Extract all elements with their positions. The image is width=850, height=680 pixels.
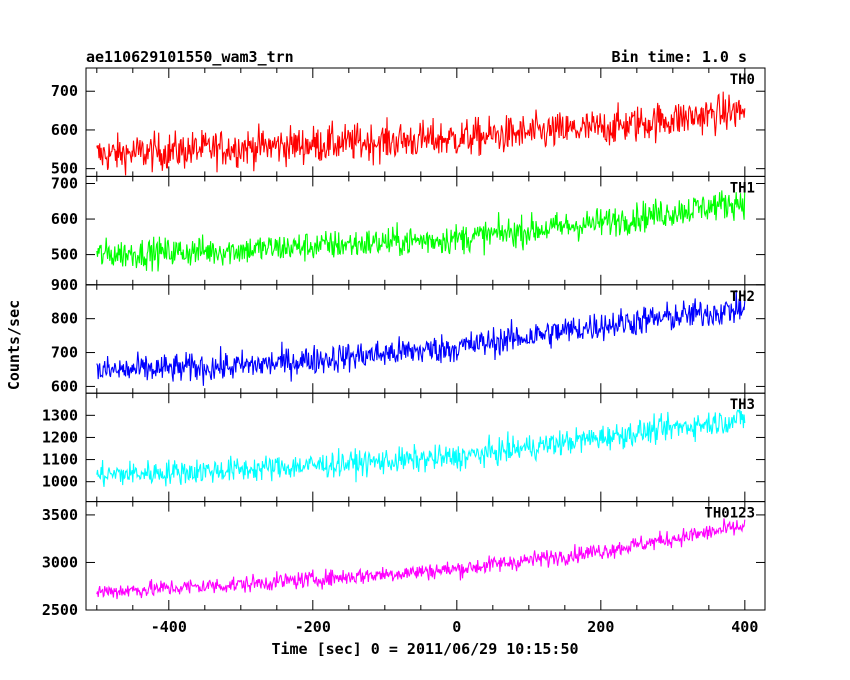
x-tick-label: -200 bbox=[295, 618, 331, 636]
panel-frame-th1 bbox=[85, 175, 766, 286]
series-line-th0 bbox=[96, 91, 746, 176]
y-tick-label: 3500 bbox=[42, 506, 78, 524]
panel-frame-th2 bbox=[85, 284, 766, 394]
y-tick-label: 900 bbox=[51, 276, 78, 294]
chart-title: ae110629101550_wam3_trn bbox=[86, 48, 294, 66]
y-tick-label: 2500 bbox=[42, 601, 78, 619]
y-tick-label: 500 bbox=[51, 160, 78, 178]
y-tick-label: 700 bbox=[51, 344, 78, 362]
series-line-th1 bbox=[96, 188, 746, 272]
y-tick-label: 600 bbox=[51, 377, 78, 395]
panel-frame-th0123 bbox=[85, 501, 766, 611]
y-tick-label: 3000 bbox=[42, 553, 78, 571]
x-tick-label: 200 bbox=[587, 618, 614, 636]
y-tick-label: 700 bbox=[51, 175, 78, 193]
panel-label-th0: TH0 bbox=[730, 72, 755, 88]
bin-time-label: Bin time: 1.0 s bbox=[612, 48, 747, 66]
series-line-th0123 bbox=[96, 518, 746, 600]
y-axis-label: Counts/sec bbox=[5, 300, 23, 390]
y-tick-label: 700 bbox=[51, 82, 78, 100]
series-line-th2 bbox=[96, 290, 746, 386]
y-tick-label: 1100 bbox=[42, 451, 78, 469]
x-tick-label: 0 bbox=[452, 618, 461, 636]
y-tick-label: 1300 bbox=[42, 406, 78, 424]
panel-label-th3: TH3 bbox=[730, 397, 755, 413]
panel-label-th2: TH2 bbox=[730, 289, 755, 305]
series-line-th3 bbox=[96, 409, 746, 487]
x-tick-label: 400 bbox=[731, 618, 758, 636]
y-tick-label: 800 bbox=[51, 310, 78, 328]
y-tick-label: 500 bbox=[51, 246, 78, 264]
panel-label-th0123: TH0123 bbox=[704, 506, 755, 522]
panel-frame-th3 bbox=[85, 392, 766, 503]
panel-label-th1: TH1 bbox=[730, 180, 755, 196]
y-tick-label: 1000 bbox=[42, 473, 78, 491]
y-tick-label: 1200 bbox=[42, 428, 78, 446]
x-axis-label: Time [sec] 0 = 2011/06/29 10:15:50 bbox=[271, 640, 578, 658]
x-tick-label: -400 bbox=[151, 618, 187, 636]
y-tick-label: 600 bbox=[51, 210, 78, 228]
panels-group: 500 600 700 TH0 500 600 700 TH1 600 700 800 900 TH2 1… bbox=[42, 67, 766, 636]
y-tick-label: 600 bbox=[51, 121, 78, 139]
